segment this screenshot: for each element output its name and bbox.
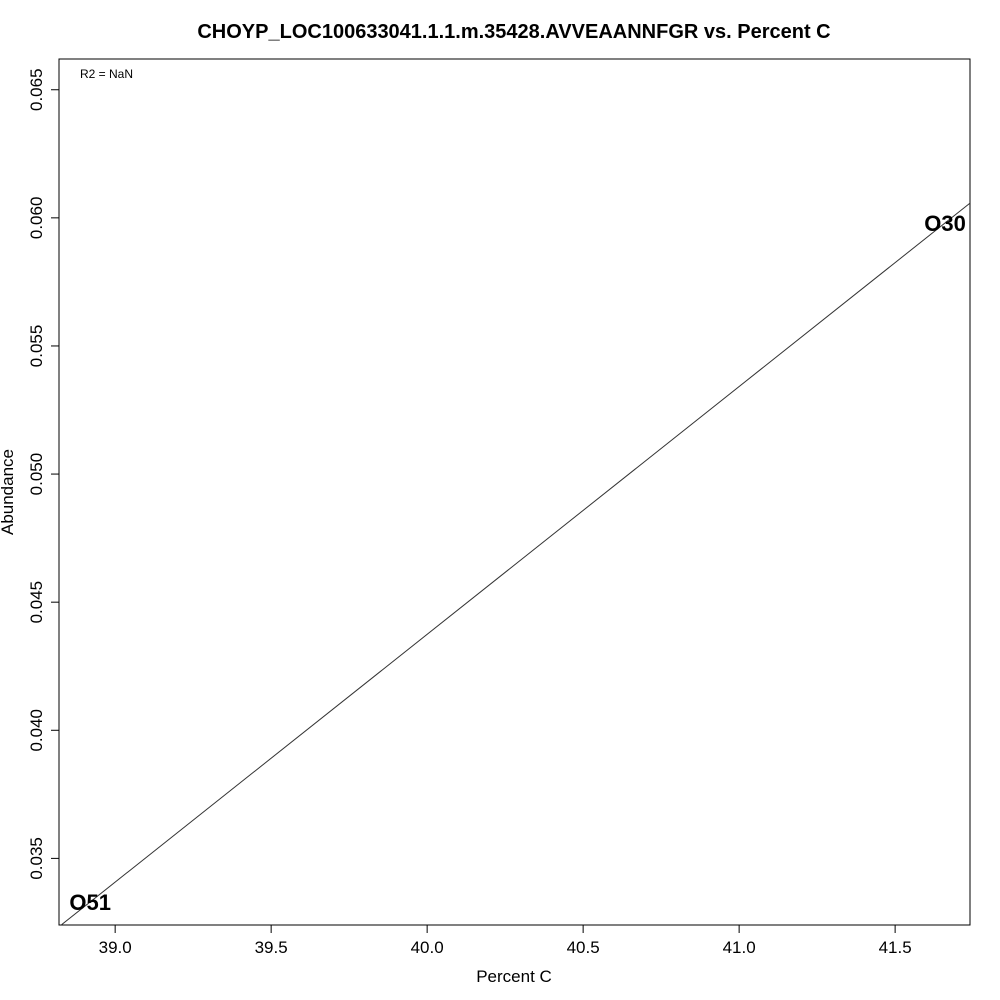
x-axis: 39.0 39.5 40.0 40.5 41.0 41.5 — [99, 925, 912, 957]
plot-area — [60, 202, 970, 925]
y-tick-label: 0.040 — [27, 709, 46, 752]
x-tick-label: 39.5 — [255, 938, 288, 957]
fit-line — [60, 202, 970, 925]
y-axis: 0.035 0.040 0.045 0.050 0.055 0.060 0.065 — [27, 68, 59, 880]
point-labels: O51 O30 — [69, 211, 965, 915]
r2-annotation: R2 = NaN — [80, 67, 133, 81]
point-label-o51: O51 — [69, 890, 111, 915]
y-tick-label: 0.060 — [27, 197, 46, 240]
point-label-o30: O30 — [924, 211, 966, 236]
x-tick-label: 40.0 — [411, 938, 444, 957]
x-tick-label: 41.0 — [723, 938, 756, 957]
x-axis-title: Percent C — [476, 967, 552, 986]
y-tick-label: 0.050 — [27, 453, 46, 496]
x-tick-label: 40.5 — [567, 938, 600, 957]
x-tick-label: 41.5 — [879, 938, 912, 957]
y-tick-label: 0.045 — [27, 581, 46, 624]
y-axis-title: Abundance — [0, 449, 17, 535]
y-tick-label: 0.065 — [27, 68, 46, 111]
y-tick-label: 0.055 — [27, 325, 46, 368]
plot-frame — [58, 58, 971, 926]
x-tick-label: 39.0 — [99, 938, 132, 957]
chart-title: CHOYP_LOC100633041.1.1.m.35428.AVVEAANNF… — [197, 21, 830, 43]
y-tick-label: 0.035 — [27, 837, 46, 880]
